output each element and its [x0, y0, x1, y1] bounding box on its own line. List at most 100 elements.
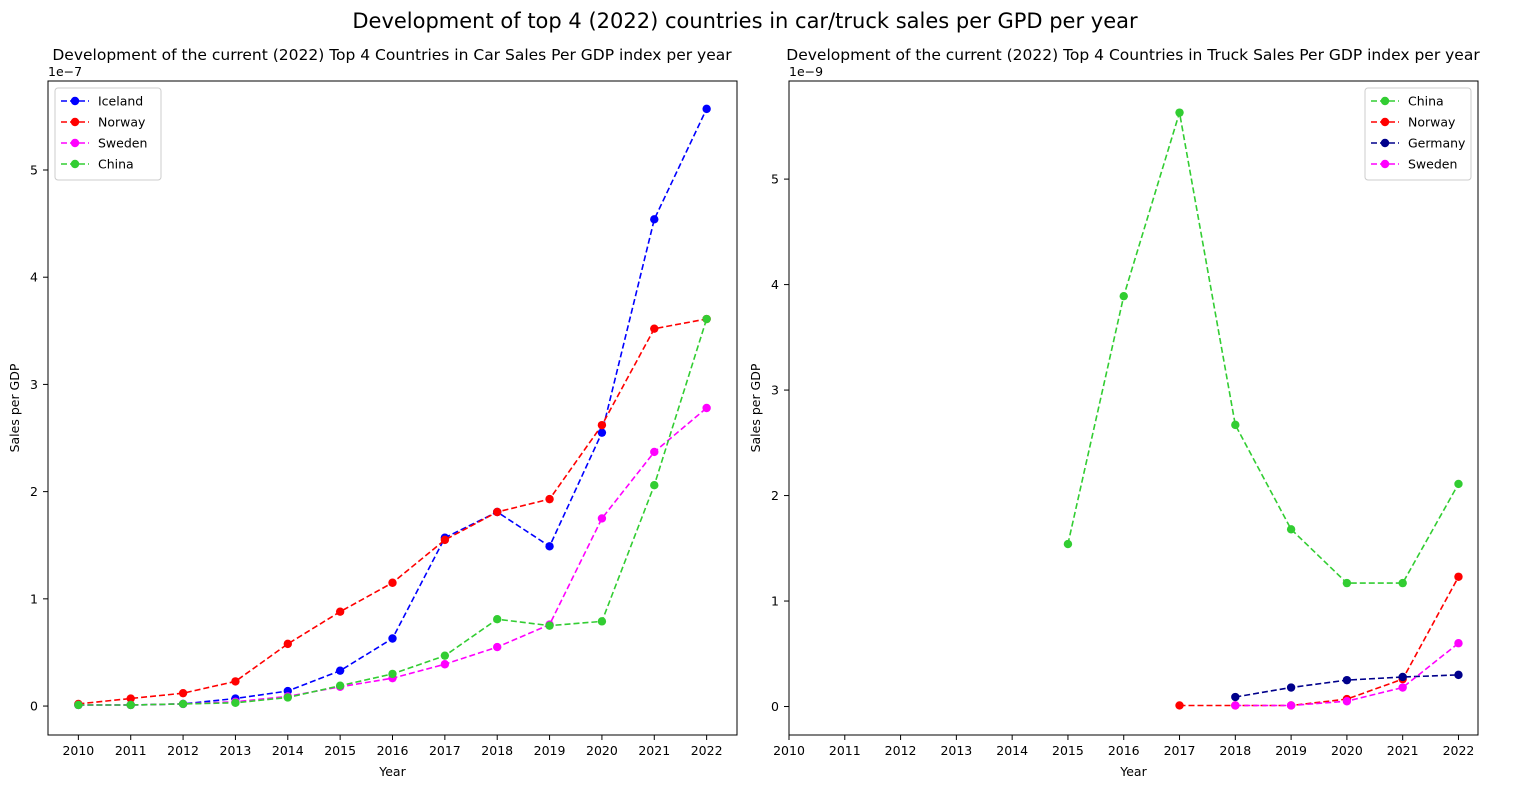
x-tick-label: 2013	[220, 743, 252, 758]
series-line-china	[1067, 112, 1460, 584]
x-axis-label: Year	[378, 764, 406, 779]
y-tick-label: 3	[30, 377, 38, 392]
y-tick-label: 4	[771, 277, 779, 292]
data-point-china	[650, 480, 659, 490]
legend-label-norway: Norway	[98, 115, 146, 130]
data-point-china	[1063, 539, 1073, 549]
data-point-china	[1286, 525, 1296, 534]
legend-marker-iceland	[70, 96, 80, 106]
data-point-norway	[1454, 572, 1463, 581]
y-offset-label: 1e−9	[789, 64, 823, 79]
y-tick-label: 5	[30, 162, 38, 177]
data-point-sweden	[1342, 697, 1352, 706]
data-point-china	[597, 617, 607, 626]
y-axis-label: Sales per GDP	[7, 363, 22, 452]
legend-label-china: China	[98, 157, 134, 172]
y-tick-label: 1	[771, 594, 779, 609]
series-line-norway	[1179, 576, 1460, 707]
data-point-sweden	[440, 660, 450, 669]
legend-marker-norway	[70, 117, 80, 127]
x-tick-label: 2012	[885, 743, 917, 758]
y-tick-label: 4	[30, 270, 38, 285]
x-tick-label: 2017	[1164, 743, 1196, 758]
data-point-norway	[231, 677, 240, 686]
legend-marker-china	[1380, 96, 1390, 106]
data-point-norway	[335, 607, 345, 616]
y-offset-label: 1e−7	[48, 64, 82, 79]
data-point-norway	[283, 639, 292, 649]
x-tick-label: 2021	[1387, 743, 1419, 758]
x-tick-label: 2015	[1052, 743, 1084, 758]
chart-title: Development of the current (2022) Top 4 …	[52, 46, 732, 64]
legend-marker-sweden	[1380, 159, 1390, 169]
data-point-iceland	[545, 542, 554, 551]
x-tick-label: 2018	[1219, 743, 1251, 758]
data-point-germany	[1454, 670, 1463, 680]
x-tick-label: 2015	[324, 743, 356, 758]
data-point-china	[178, 699, 188, 709]
x-tick-label: 2018	[481, 743, 513, 758]
x-tick-label: 2014	[272, 743, 304, 758]
legend-label-sweden: Sweden	[98, 136, 147, 151]
data-point-china	[231, 698, 240, 708]
legend-label-china: China	[1408, 94, 1444, 109]
data-point-china	[1342, 578, 1352, 588]
y-tick-label: 5	[771, 172, 779, 187]
legend-label-germany: Germany	[1408, 136, 1466, 151]
data-point-germany	[1286, 683, 1296, 692]
x-tick-label: 2016	[1108, 743, 1140, 758]
data-point-sweden	[1454, 639, 1463, 648]
legend-marker-norway	[1380, 117, 1390, 127]
legend-marker-china	[70, 159, 80, 169]
x-tick-label: 2012	[167, 743, 199, 758]
x-tick-label: 2019	[534, 743, 566, 758]
x-tick-label: 2022	[691, 743, 723, 758]
series-line-sweden	[78, 407, 708, 706]
data-point-iceland	[597, 428, 607, 437]
x-tick-label: 2011	[115, 743, 147, 758]
legend-marker-sweden	[70, 138, 80, 148]
y-axis-label: Sales per GDP	[748, 363, 763, 452]
figure-title: Development of top 4 (2022) countries in…	[352, 9, 1138, 33]
legend-label-iceland: Iceland	[98, 94, 143, 109]
data-point-sweden	[493, 642, 502, 652]
car-sales-chart: Development of the current (2022) Top 4 …	[7, 46, 738, 779]
data-point-norway	[597, 420, 607, 430]
y-tick-label: 3	[771, 383, 779, 398]
x-tick-label: 2022	[1443, 743, 1475, 758]
data-point-norway	[388, 578, 397, 587]
data-point-iceland	[388, 634, 397, 643]
data-point-sweden	[702, 403, 711, 413]
y-tick-label: 2	[771, 488, 779, 503]
data-point-china	[74, 700, 83, 710]
y-tick-label: 1	[30, 591, 38, 606]
x-tick-label: 2011	[829, 743, 861, 758]
data-point-norway	[1175, 701, 1184, 710]
data-point-germany	[1342, 675, 1352, 685]
series-line-china	[78, 318, 708, 706]
data-point-china	[388, 669, 397, 679]
y-tick-label: 0	[30, 699, 38, 714]
data-point-china	[1175, 108, 1184, 117]
data-point-sweden	[650, 447, 659, 457]
data-point-norway	[178, 688, 188, 698]
data-point-china	[545, 621, 554, 630]
data-point-iceland	[650, 215, 659, 224]
data-point-norway	[440, 535, 450, 545]
series-line-iceland	[78, 108, 708, 706]
legend-label-norway: Norway	[1408, 115, 1456, 130]
data-point-china	[1231, 420, 1240, 430]
legend-box	[54, 87, 162, 181]
data-point-sweden	[1231, 701, 1240, 710]
x-tick-label: 2010	[62, 743, 94, 758]
x-tick-label: 2014	[996, 743, 1028, 758]
data-point-iceland	[702, 104, 711, 114]
axes-frame	[788, 80, 1479, 736]
data-point-sweden	[1286, 701, 1296, 710]
data-point-china	[283, 693, 292, 702]
data-point-norway	[493, 507, 502, 517]
y-tick-label: 2	[30, 484, 38, 499]
data-point-china	[1119, 291, 1128, 301]
y-tick-label: 0	[771, 699, 779, 714]
